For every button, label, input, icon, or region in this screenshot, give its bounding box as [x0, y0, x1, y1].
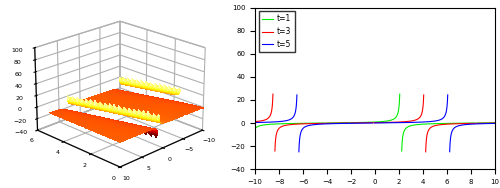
Legend: t=1, t=3, t=5: t=1, t=3, t=5	[259, 11, 294, 52]
t=3	[252, 121, 258, 123]
t=3	[492, 122, 498, 124]
t=1	[264, 124, 270, 126]
t=1	[443, 122, 449, 125]
t=3	[264, 118, 270, 120]
t=3	[430, 125, 436, 127]
Line: t=1: t=1	[255, 94, 495, 151]
t=5	[264, 121, 270, 123]
t=1	[404, 126, 410, 128]
t=1	[492, 122, 498, 124]
t=5	[252, 121, 258, 124]
t=1	[252, 127, 258, 130]
t=1	[339, 122, 345, 124]
Line: t=3: t=3	[255, 94, 495, 152]
t=3	[404, 120, 410, 123]
t=5	[443, 112, 449, 115]
t=3	[394, 121, 400, 123]
t=1	[394, 114, 400, 117]
t=3	[339, 122, 345, 124]
t=3	[443, 123, 449, 125]
Line: t=5: t=5	[255, 95, 495, 152]
t=5	[492, 122, 498, 124]
t=5	[404, 121, 410, 124]
t=5	[430, 120, 436, 122]
t=5	[339, 122, 345, 125]
t=1	[430, 123, 436, 125]
t=5	[394, 122, 400, 124]
